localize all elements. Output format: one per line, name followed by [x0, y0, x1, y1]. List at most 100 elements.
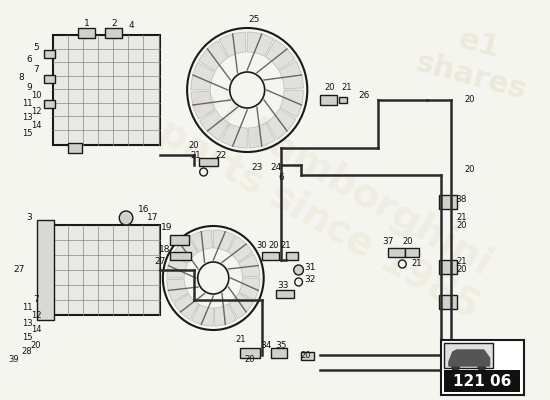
Wedge shape — [191, 91, 215, 119]
Text: 121 06: 121 06 — [453, 374, 511, 388]
Text: 34: 34 — [260, 340, 271, 350]
Bar — [286, 252, 298, 260]
Bar — [104, 28, 122, 38]
Text: 8: 8 — [19, 74, 24, 82]
Circle shape — [452, 363, 460, 371]
Wedge shape — [167, 279, 188, 302]
Bar — [43, 100, 55, 108]
Text: 9: 9 — [26, 84, 32, 92]
Wedge shape — [200, 110, 229, 140]
Wedge shape — [267, 109, 296, 139]
Text: 32: 32 — [305, 274, 316, 284]
Wedge shape — [213, 230, 235, 252]
Text: 12: 12 — [31, 312, 41, 320]
Text: 27: 27 — [14, 266, 25, 274]
Text: 20: 20 — [245, 356, 255, 364]
Text: 20: 20 — [402, 236, 412, 246]
Text: 7: 7 — [33, 66, 39, 74]
Bar — [339, 97, 347, 103]
Bar — [78, 28, 95, 38]
Text: e1
shares: e1 shares — [412, 15, 538, 105]
Text: 21: 21 — [456, 214, 467, 222]
Text: 20: 20 — [300, 352, 311, 360]
Text: 28: 28 — [22, 348, 32, 356]
Bar — [37, 220, 54, 320]
Wedge shape — [279, 61, 304, 89]
Text: 26: 26 — [358, 90, 369, 100]
Wedge shape — [199, 41, 228, 71]
Polygon shape — [449, 350, 490, 366]
Text: 4: 4 — [128, 20, 134, 30]
Text: 21: 21 — [411, 260, 422, 268]
Text: 37: 37 — [382, 236, 394, 246]
Text: 20: 20 — [464, 96, 475, 104]
Text: 17: 17 — [147, 214, 159, 222]
Text: 22: 22 — [216, 150, 227, 160]
Text: 20: 20 — [268, 240, 279, 250]
Text: 21: 21 — [235, 336, 246, 344]
Text: 27: 27 — [155, 258, 166, 266]
Text: 23: 23 — [251, 164, 262, 172]
Text: 5: 5 — [33, 44, 39, 52]
Wedge shape — [191, 304, 213, 326]
Text: 13: 13 — [22, 114, 32, 122]
Bar — [169, 235, 189, 245]
Text: 21: 21 — [342, 84, 353, 92]
Bar — [272, 348, 287, 358]
Wedge shape — [228, 236, 253, 262]
Text: 38: 38 — [456, 194, 468, 204]
Wedge shape — [266, 40, 295, 70]
Text: 11: 11 — [22, 100, 32, 108]
Text: 3: 3 — [26, 214, 32, 222]
Circle shape — [478, 363, 486, 371]
Text: 20: 20 — [456, 266, 467, 274]
Bar — [169, 252, 191, 260]
Text: 39: 39 — [8, 356, 19, 364]
Text: 14: 14 — [31, 122, 41, 130]
Bar — [43, 50, 55, 58]
Bar — [439, 260, 456, 274]
Wedge shape — [239, 278, 260, 300]
Bar — [68, 143, 82, 153]
Text: 15: 15 — [22, 334, 32, 342]
Wedge shape — [219, 32, 246, 57]
Bar — [43, 75, 55, 83]
Text: 35: 35 — [276, 340, 287, 350]
Text: 20: 20 — [31, 340, 41, 350]
Wedge shape — [239, 254, 260, 277]
Wedge shape — [214, 304, 236, 326]
Bar — [53, 35, 160, 145]
Text: 16: 16 — [138, 206, 149, 214]
Text: 11: 11 — [22, 304, 32, 312]
Bar — [53, 225, 160, 315]
Bar — [388, 248, 405, 257]
Text: 2: 2 — [112, 18, 117, 28]
Bar — [262, 252, 279, 260]
Circle shape — [294, 265, 304, 275]
Text: 21: 21 — [280, 240, 292, 250]
Bar — [240, 348, 260, 358]
Circle shape — [119, 211, 133, 225]
Bar — [439, 295, 456, 309]
Text: 21: 21 — [456, 258, 467, 266]
Text: 10: 10 — [31, 92, 41, 100]
Text: 24: 24 — [271, 164, 282, 172]
Text: 33: 33 — [277, 280, 289, 290]
Wedge shape — [280, 90, 304, 117]
Wedge shape — [173, 237, 198, 263]
Bar — [444, 370, 520, 392]
Bar — [320, 95, 337, 105]
Bar — [199, 158, 218, 166]
Bar — [276, 290, 294, 298]
Wedge shape — [191, 63, 214, 90]
Wedge shape — [247, 32, 273, 56]
Wedge shape — [190, 230, 212, 252]
Text: 19: 19 — [161, 224, 173, 232]
Bar — [441, 340, 524, 395]
Text: 14: 14 — [31, 326, 41, 334]
Wedge shape — [249, 123, 276, 148]
Wedge shape — [221, 124, 247, 148]
Text: 18: 18 — [159, 246, 170, 254]
Text: 20: 20 — [324, 84, 335, 92]
Text: 6: 6 — [26, 56, 32, 64]
